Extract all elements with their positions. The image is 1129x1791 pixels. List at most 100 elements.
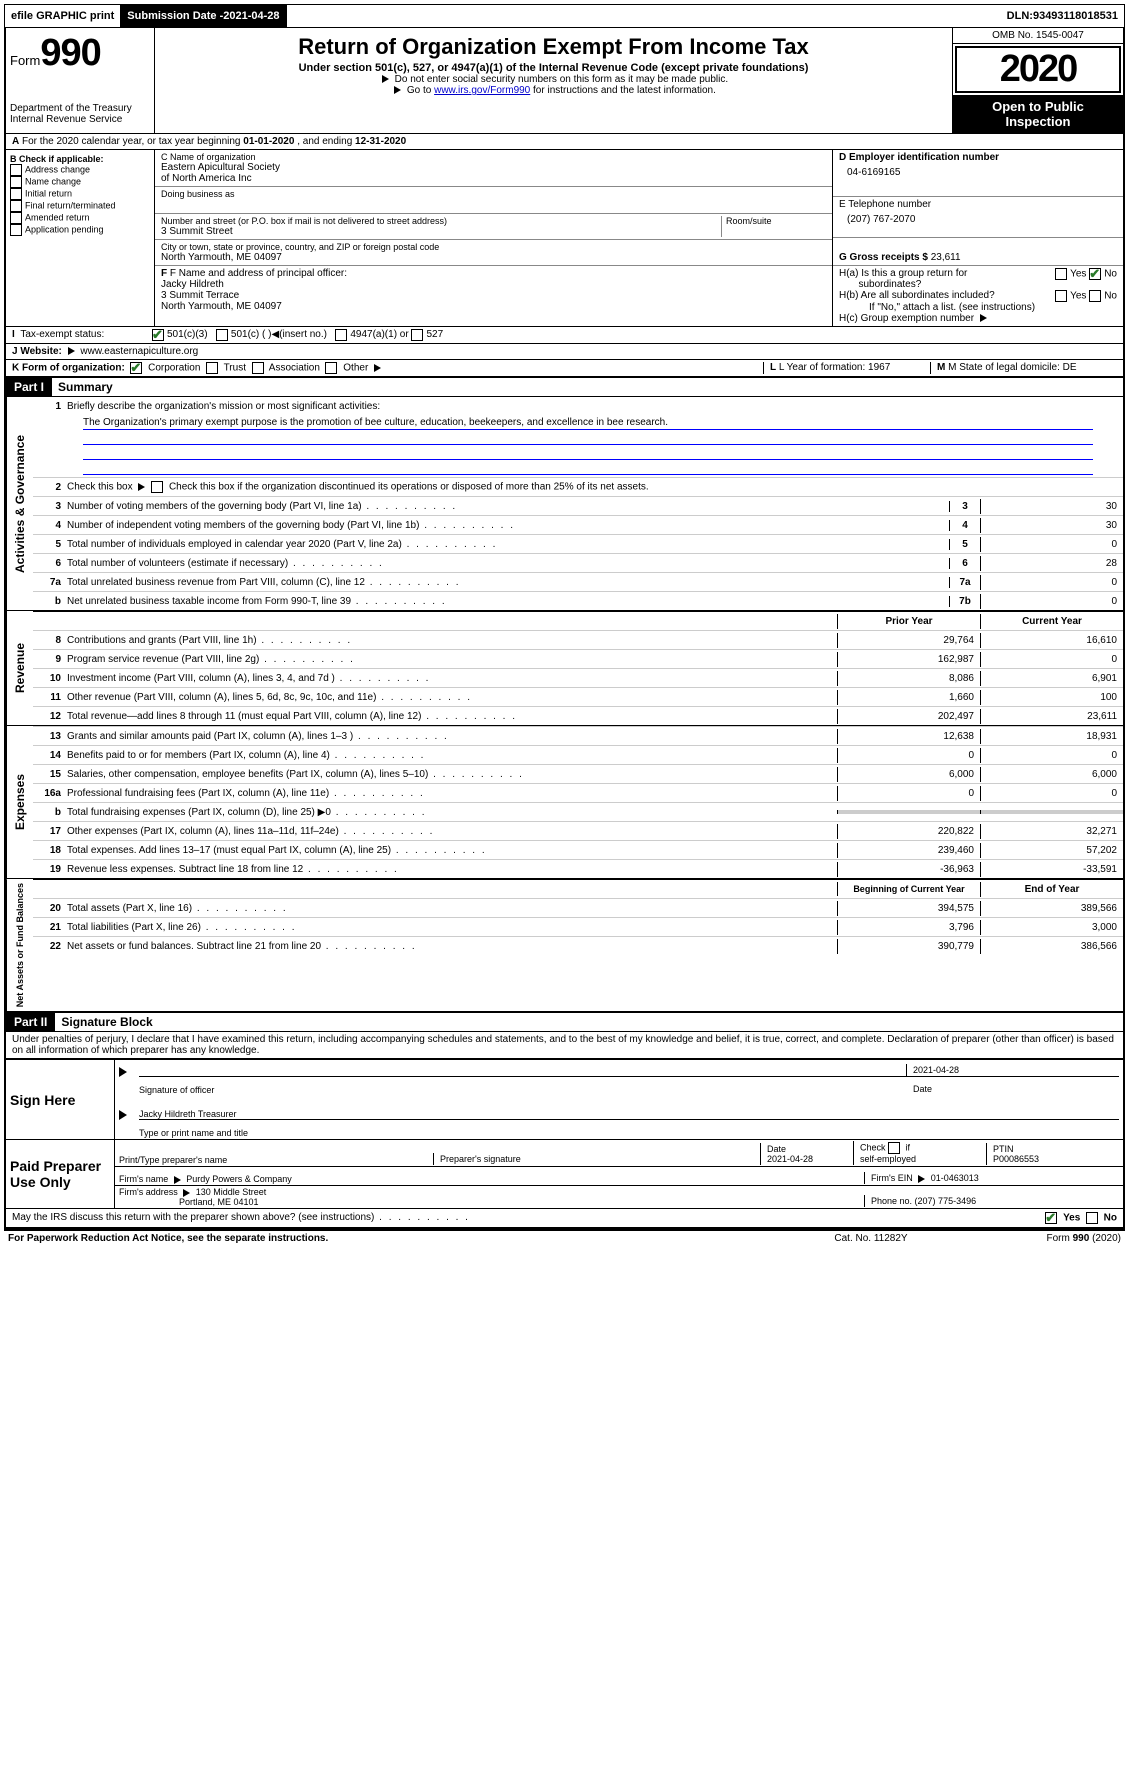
row-a-tax-year: A For the 2020 calendar year, or tax yea… (6, 134, 1123, 150)
chk-trust[interactable] (206, 362, 218, 374)
chk-527[interactable] (411, 329, 423, 341)
ha-no[interactable] (1089, 268, 1101, 280)
chk-501c3[interactable] (152, 329, 164, 341)
net-section: Net Assets or Fund Balances Beginning of… (6, 879, 1123, 1013)
net-header-row: Beginning of Current Year End of Year (33, 879, 1123, 898)
tax-year: 2020 (955, 46, 1121, 93)
sign-here-block: Sign Here 2021-04-28 Signature of office… (6, 1059, 1123, 1139)
part1-title: Summary (52, 380, 113, 394)
officer-typed: Jacky Hildreth Treasurer (139, 1109, 1119, 1120)
chk-address-change[interactable] (10, 164, 22, 176)
form-subtitle: Under section 501(c), 527, or 4947(a)(1)… (163, 62, 944, 74)
gov-line-7a: 7aTotal unrelated business revenue from … (33, 572, 1123, 591)
chk-initial-return[interactable] (10, 188, 22, 200)
sig-date: 2021-04-28 (906, 1064, 1119, 1077)
col-b-header: B Check if applicable: (10, 154, 104, 164)
rev-header-row: Prior Year Current Year (33, 611, 1123, 630)
hb-no[interactable] (1089, 290, 1101, 302)
line-18: 18Total expenses. Add lines 13–17 (must … (33, 840, 1123, 859)
header-left: Form990 Department of the Treasury Inter… (6, 28, 155, 133)
gov-line-7b: bNet unrelated business taxable income f… (33, 591, 1123, 610)
perjury-declaration: Under penalties of perjury, I declare th… (6, 1032, 1123, 1059)
chk-final-return[interactable] (10, 200, 22, 212)
row-k-form-org: K Form of organization: Corporation Trus… (6, 360, 1123, 378)
ha-yes[interactable] (1055, 268, 1067, 280)
form-number: Form990 (10, 32, 150, 75)
hb-yes[interactable] (1055, 290, 1067, 302)
chk-self-emp[interactable] (888, 1142, 900, 1154)
col-c-org-info: C Name of organization Eastern Apicultur… (155, 150, 833, 326)
exp-section: Expenses 13Grants and similar amounts pa… (6, 726, 1123, 879)
city-box: City or town, state or province, country… (155, 240, 832, 266)
chk-other[interactable] (325, 362, 337, 374)
line-19: 19Revenue less expenses. Subtract line 1… (33, 859, 1123, 878)
line-11: 11Other revenue (Part VIII, column (A), … (33, 687, 1123, 706)
tel-box: E Telephone number(207) 767-2070 (833, 197, 1123, 238)
top-bar: efile GRAPHIC print Submission Date - 20… (4, 4, 1125, 28)
omb-number: OMB No. 1545-0047 (953, 28, 1123, 44)
ein-box: D Employer identification number04-61691… (833, 150, 1123, 197)
h-section: H(a) Is this a group return for subordin… (833, 266, 1123, 326)
sig-officer-label: Signature of officer (139, 1085, 907, 1095)
q2-text: Check this box Check this box if the org… (67, 479, 1123, 495)
chk-corp[interactable] (130, 362, 142, 374)
chk-501c[interactable] (216, 329, 228, 341)
vert-gov: Activities & Governance (6, 397, 33, 610)
part2-badge: Part II (6, 1013, 55, 1031)
row-i-tax-status: I Tax-exempt status: 501(c)(3) 501(c) ( … (6, 327, 1123, 344)
line-13: 13Grants and similar amounts paid (Part … (33, 726, 1123, 745)
line-10: 10Investment income (Part VIII, column (… (33, 668, 1123, 687)
irs-link[interactable]: www.irs.gov/Form990 (434, 85, 530, 96)
mission-blank2 (83, 447, 1093, 460)
line-15: 15Salaries, other compensation, employee… (33, 764, 1123, 783)
row-j-website: J Website: www.easternapiculture.org (6, 344, 1123, 360)
chk-assoc[interactable] (252, 362, 264, 374)
footer-form: Form 990 (2020) (971, 1233, 1121, 1244)
rev-section: Revenue Prior Year Current Year 8Contrib… (6, 611, 1123, 726)
discuss-no[interactable] (1086, 1212, 1098, 1224)
chk-name-change[interactable] (10, 176, 22, 188)
chk-discontinued[interactable] (151, 481, 163, 493)
part1-badge: Part I (6, 378, 52, 396)
line-9: 9Program service revenue (Part VIII, lin… (33, 649, 1123, 668)
sig-arrow2-icon (119, 1110, 127, 1120)
line-14: 14Benefits paid to or for members (Part … (33, 745, 1123, 764)
line-8: 8Contributions and grants (Part VIII, li… (33, 630, 1123, 649)
line-b: bTotal fundraising expenses (Part IX, co… (33, 802, 1123, 821)
mission-blank1 (83, 432, 1093, 445)
line-20: 20Total assets (Part X, line 16)394,5753… (33, 898, 1123, 917)
chk-app-pending[interactable] (10, 224, 22, 236)
chk-amended[interactable] (10, 212, 22, 224)
note-link: Go to www.irs.gov/Form990 for instructio… (163, 85, 944, 96)
identity-section: B Check if applicable: Address change Na… (6, 150, 1123, 327)
gov-line-6: 6Total number of volunteers (estimate if… (33, 553, 1123, 572)
discuss-yes[interactable] (1045, 1212, 1057, 1224)
page-footer: For Paperwork Reduction Act Notice, see … (4, 1229, 1125, 1246)
form-title: Return of Organization Exempt From Incom… (163, 34, 944, 60)
officer-box: F F Name and address of principal office… (155, 266, 832, 314)
discuss-row: May the IRS discuss this return with the… (6, 1209, 1123, 1227)
q1-text: Briefly describe the organization's miss… (67, 399, 1123, 414)
paid-preparer-block: Paid Preparer Use Only Print/Type prepar… (6, 1139, 1123, 1209)
dba-box: Doing business as (155, 187, 832, 214)
vert-exp: Expenses (6, 726, 33, 878)
dept-treasury: Department of the Treasury (10, 103, 150, 114)
open-inspection: Open to PublicInspection (953, 95, 1123, 133)
note-ssn: Do not enter social security numbers on … (163, 74, 944, 85)
dln-cell: DLN: 93493118018531 (1001, 5, 1124, 27)
chk-4947[interactable] (335, 329, 347, 341)
vert-net: Net Assets or Fund Balances (6, 879, 33, 1011)
prep-sig-label: Preparer's signature (433, 1153, 760, 1165)
line-12: 12Total revenue—add lines 8 through 11 (… (33, 706, 1123, 725)
efile-label: efile GRAPHIC print (5, 5, 121, 27)
self-emp-cell: Check ifself-employed (853, 1141, 986, 1165)
sign-here-label: Sign Here (6, 1060, 115, 1139)
line-21: 21Total liabilities (Part X, line 26)3,7… (33, 917, 1123, 936)
part2-title: Signature Block (55, 1015, 152, 1029)
header-mid: Return of Organization Exempt From Incom… (155, 28, 952, 133)
type-name-label: Type or print name and title (139, 1128, 248, 1138)
gov-line-3: 3Number of voting members of the governi… (33, 496, 1123, 515)
part2-header-row: Part II Signature Block (6, 1013, 1123, 1032)
dept-irs: Internal Revenue Service (10, 114, 150, 125)
date-label: Date (907, 1083, 1119, 1095)
